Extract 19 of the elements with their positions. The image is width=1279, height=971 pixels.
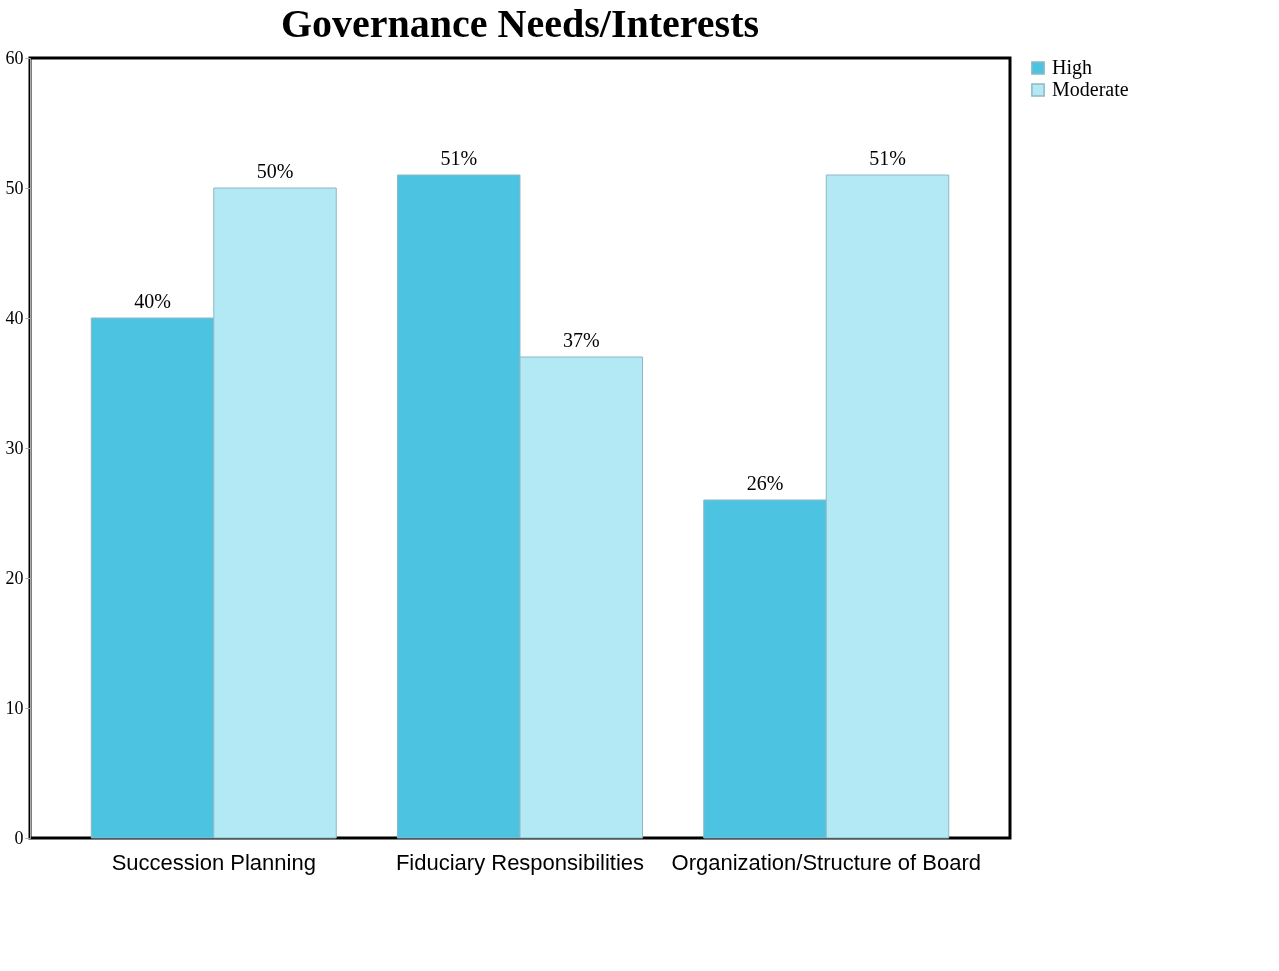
y-tick-label: 40 [5,307,24,328]
y-tick-label: 50 [5,177,24,198]
data-label: 37% [562,329,600,351]
x-tick-label: Fiduciary Responsibilities [395,849,645,875]
x-tick-label: Succession Planning [111,849,316,875]
data-label: 26% [746,472,784,494]
y-tick-label: 0 [14,827,24,848]
legend-label: Moderate [1052,78,1129,100]
y-tick-label: 60 [5,47,24,68]
y-tick-label: 30 [5,437,24,458]
y-tick-label: 10 [5,697,24,718]
legend-label: High [1052,56,1092,79]
data-label: 51% [440,147,478,169]
data-label: 51% [869,147,906,169]
data-label: 50% [256,160,294,182]
x-tick-label: Organization/Structure of Board [671,849,981,875]
y-tick-label: 20 [5,567,24,588]
chart-title: Governance Needs/Interests [280,1,760,46]
data-label: 40% [134,290,171,312]
